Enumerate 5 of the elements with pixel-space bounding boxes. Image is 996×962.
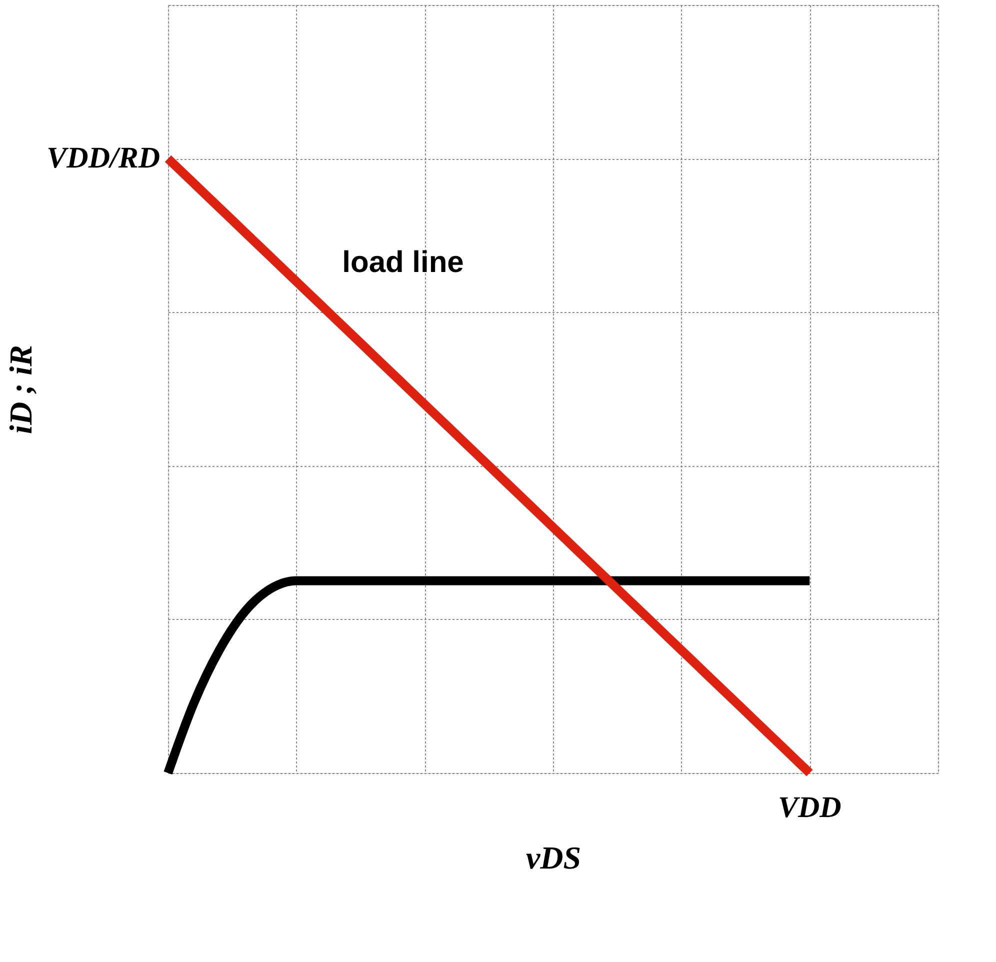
text: VDD/RD <box>46 142 160 175</box>
y-axis-title: iD ; iR <box>2 345 38 434</box>
annotation: load line <box>342 246 464 279</box>
text: VDD <box>778 791 842 824</box>
x-axis-title: vDS <box>526 840 582 876</box>
